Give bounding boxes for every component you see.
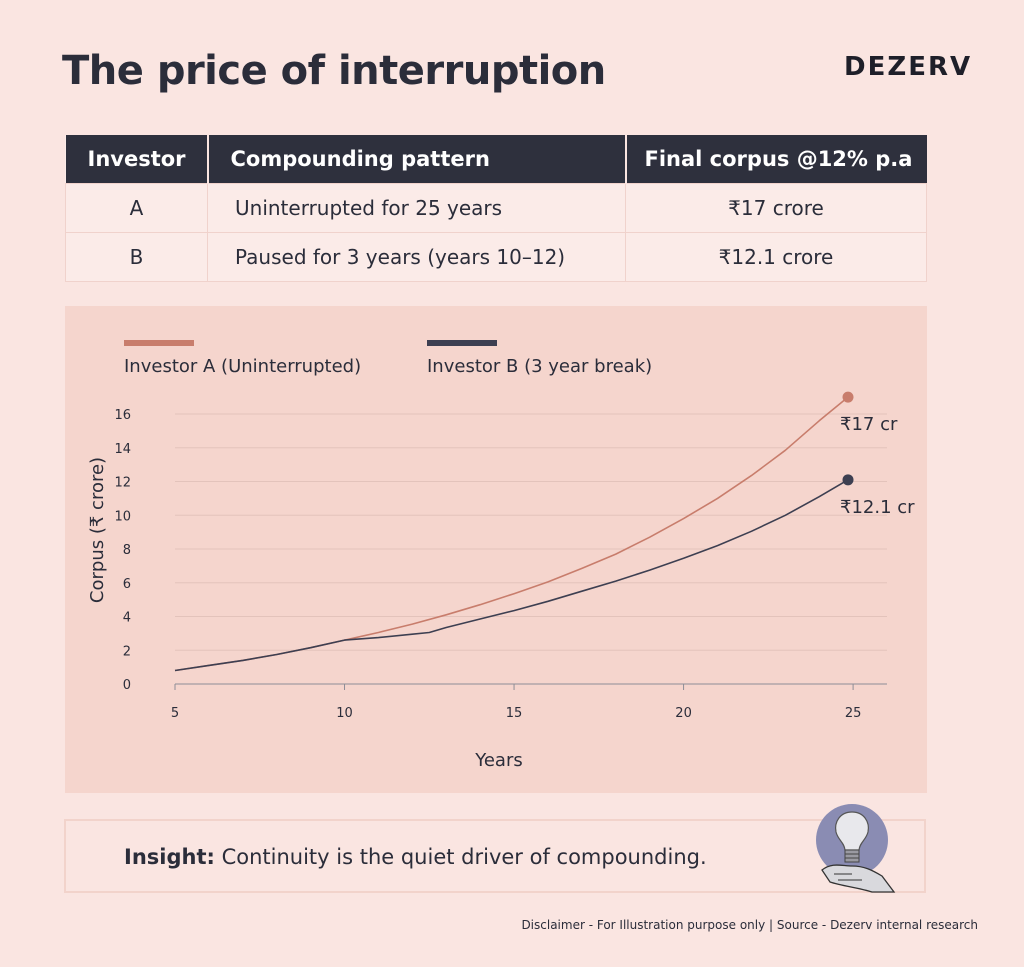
- y-tick-label: 6: [123, 577, 131, 592]
- disclaimer-text: Disclaimer - For Illustration purpose on…: [521, 918, 978, 932]
- x-tick-label: 20: [675, 706, 692, 721]
- endpoint-marker-a: [842, 391, 854, 403]
- legend-label-a: Investor A (Uninterrupted): [124, 356, 362, 377]
- data-label-b: ₹12.1 cr: [840, 497, 915, 518]
- y-tick-label: 10: [114, 509, 131, 524]
- endpoint-marker-b: [842, 474, 854, 486]
- table-row: A Uninterrupted for 25 years ₹17 crore: [65, 183, 927, 233]
- table-header-row: Investor Compounding pattern Final corpu…: [65, 135, 927, 184]
- series-line-b: [174, 479, 849, 672]
- data-label-a: ₹17 cr: [840, 414, 898, 435]
- cell-corpus: ₹17 crore: [625, 183, 927, 233]
- cell-investor: A: [65, 183, 208, 233]
- insight-message: Continuity is the quiet driver of compou…: [221, 845, 707, 869]
- insight-text: Insight: Continuity is the quiet driver …: [124, 845, 707, 869]
- legend-label-b: Investor B (3 year break): [427, 356, 653, 377]
- cell-corpus: ₹12.1 crore: [625, 232, 927, 282]
- cell-investor: B: [65, 232, 208, 282]
- y-tick-label: 4: [123, 611, 131, 626]
- y-tick-label: 12: [114, 476, 131, 491]
- header-final-corpus: Final corpus @12% p.a: [625, 135, 927, 184]
- insight-box: Insight: Continuity is the quiet driver …: [64, 819, 926, 893]
- header-compounding-pattern: Compounding pattern: [207, 135, 627, 184]
- y-axis-label: Corpus (₹ crore): [87, 457, 108, 603]
- y-tick-label: 8: [123, 543, 131, 558]
- y-tick-label: 2: [123, 644, 131, 659]
- page-title: The price of interruption: [62, 48, 606, 94]
- chart-panel: Investor A (Uninterrupted) Investor B (3…: [65, 306, 927, 793]
- line-chart: 0 2 4 6 8 10 12 14 16 5 10 15 20 25 ₹17 cr ₹12.1 cr Co…: [87, 391, 915, 771]
- lightbulb-hand-icon: [816, 804, 896, 893]
- legend-swatch-a: [124, 340, 194, 346]
- y-tick-label: 14: [114, 442, 131, 457]
- x-tick-label: 10: [336, 706, 353, 721]
- header-investor: Investor: [65, 135, 209, 184]
- cell-pattern: Paused for 3 years (years 10–12): [207, 232, 626, 282]
- x-axis-label: Years: [474, 750, 523, 771]
- brand-logo: DEZERV: [844, 52, 973, 82]
- cell-pattern: Uninterrupted for 25 years: [207, 183, 626, 233]
- y-tick-label: 16: [114, 408, 131, 423]
- x-tick-label: 15: [506, 706, 523, 721]
- x-tick-label: 25: [845, 706, 862, 721]
- y-tick-label: 0: [123, 678, 131, 693]
- insight-label: Insight:: [124, 845, 215, 869]
- x-tick-label: 5: [171, 706, 179, 721]
- legend-swatch-b: [427, 340, 497, 346]
- table-row: B Paused for 3 years (years 10–12) ₹12.1…: [65, 232, 927, 282]
- summary-table: Investor Compounding pattern Final corpu…: [65, 135, 927, 282]
